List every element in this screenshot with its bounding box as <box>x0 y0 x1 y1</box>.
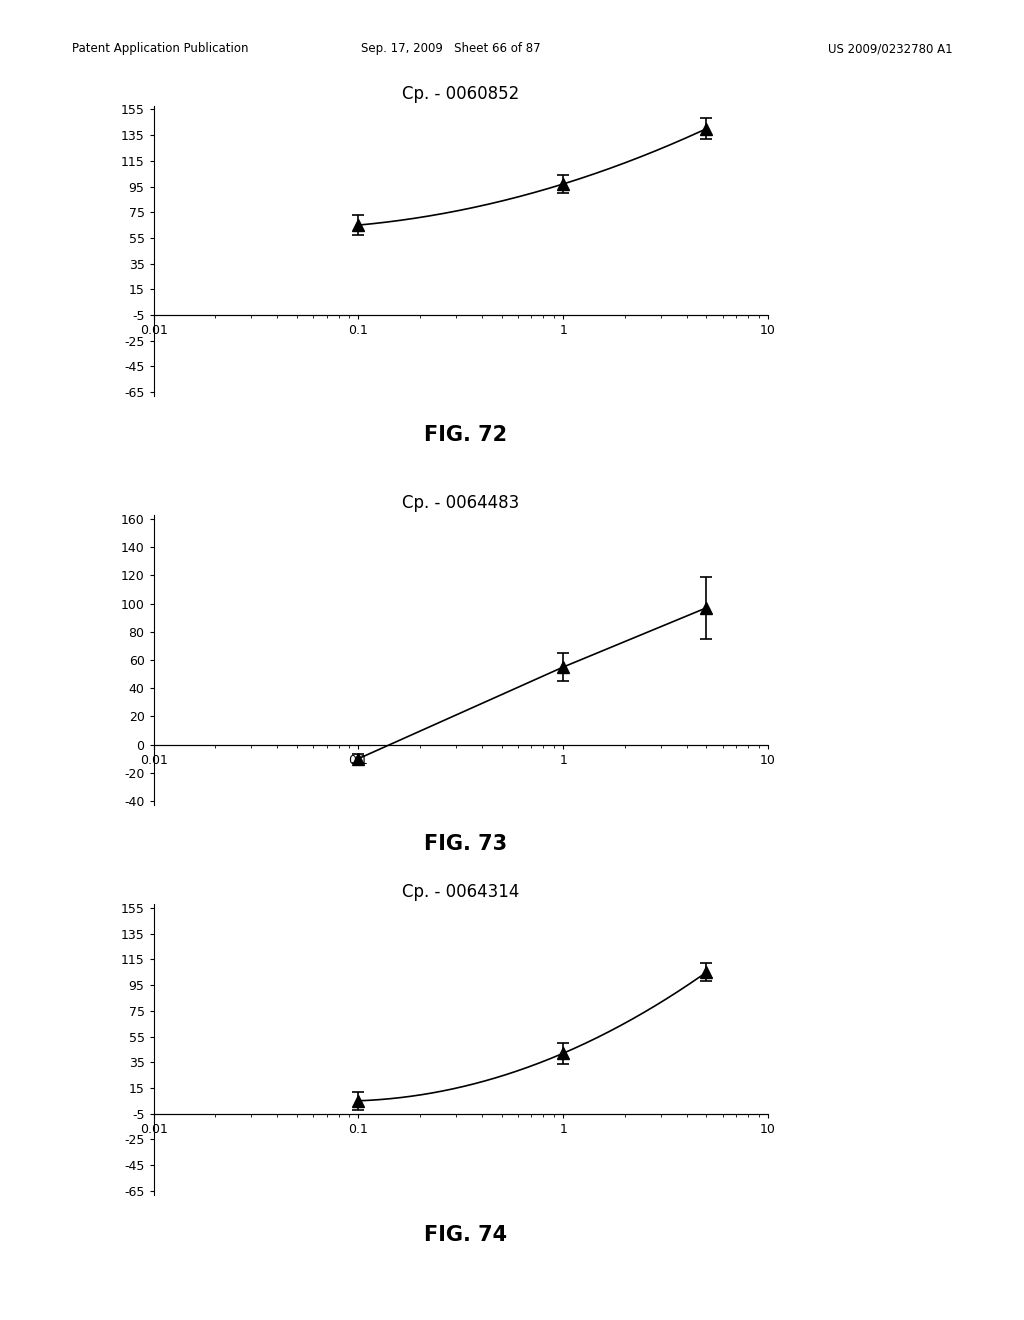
Text: FIG. 73: FIG. 73 <box>424 834 508 854</box>
Text: Patent Application Publication: Patent Application Publication <box>72 42 248 55</box>
Title: Cp. - 0064483: Cp. - 0064483 <box>402 494 519 512</box>
Text: FIG. 74: FIG. 74 <box>424 1225 508 1245</box>
Text: US 2009/0232780 A1: US 2009/0232780 A1 <box>827 42 952 55</box>
Text: FIG. 72: FIG. 72 <box>424 425 508 445</box>
Title: Cp. - 0060852: Cp. - 0060852 <box>402 84 519 103</box>
Text: Sep. 17, 2009   Sheet 66 of 87: Sep. 17, 2009 Sheet 66 of 87 <box>360 42 541 55</box>
Title: Cp. - 0064314: Cp. - 0064314 <box>402 883 519 902</box>
